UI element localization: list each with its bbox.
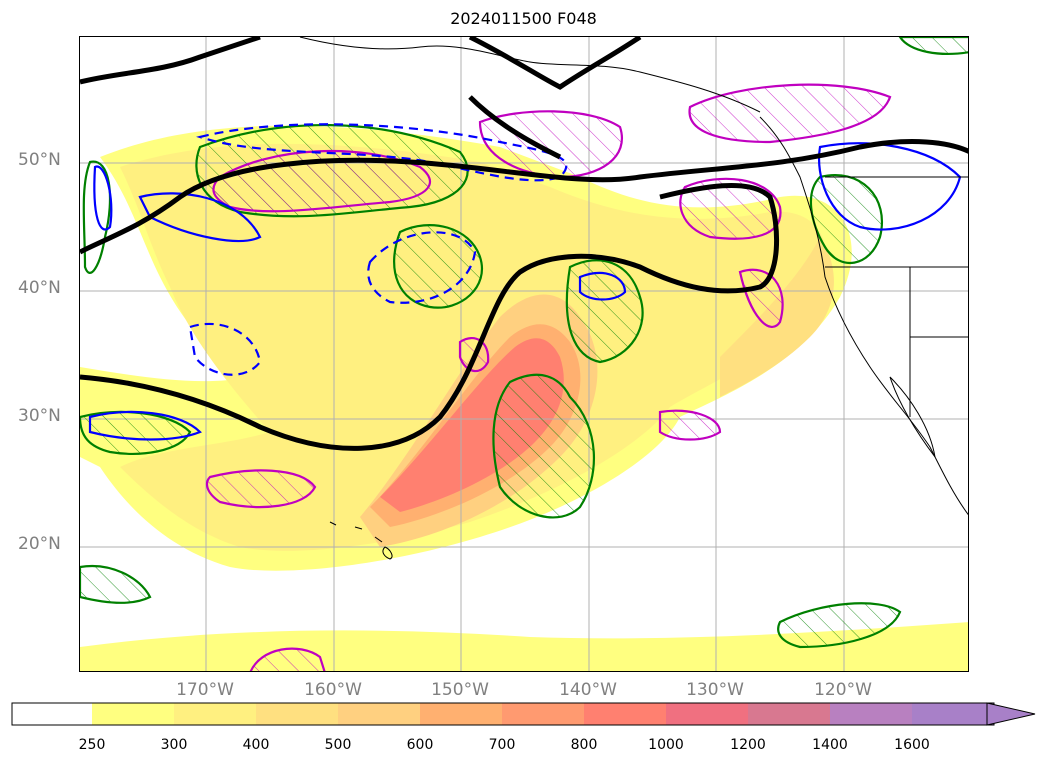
baja [889,376,936,458]
colorbar-label-700: 700 [488,737,516,753]
magenta-area-ak [478,110,623,179]
state-borders [825,176,968,417]
blue-solid-west [138,192,262,243]
lat-label-40n: 40°N [18,278,61,298]
colorbar-cell-3 [256,703,338,725]
magenta-area-east [658,409,722,441]
alaska-coast [299,37,761,113]
lat-label-30n: 30°N [18,406,61,426]
map-canvas [80,37,968,671]
colorbar-label-800: 800 [570,737,598,753]
colorbar-label-1600: 1600 [894,737,930,753]
colorbar-cell-6 [502,703,584,725]
blue-dashed-mid [367,231,477,304]
magenta-area-gulf [688,83,892,144]
magenta-area-subtropic [205,469,317,509]
blue-contours [88,123,962,441]
magenta-contours [205,83,892,671]
blue-solid-pnw [818,142,962,231]
lon-label-150w: 150°W [431,680,489,700]
lon-label-140w: 140°W [559,680,617,700]
colorbar-cell-7 [584,703,666,725]
lat-label-20n: 20°N [18,534,61,554]
colorbar-cell-8 [666,703,748,725]
lon-label-120w: 120°W [814,680,872,700]
green-area-se [777,602,902,649]
blue-solid-east [578,272,627,301]
graticule [80,37,968,671]
magenta-area-pnw [679,177,782,240]
height-contour-trough [80,183,779,451]
colorbar-cells [11,702,995,726]
height-contour-ak [468,37,642,90]
colorbar-cell-5 [420,703,502,725]
colorbar-extend-arrow [986,702,1036,726]
green-area-far-west [82,160,112,274]
green-area-top-right [898,37,968,55]
colorbar-label-400: 400 [242,737,270,753]
height-contour-gulf [468,95,562,160]
magenta-area-ne [738,268,784,328]
lat-label-50n: 50°N [18,150,61,170]
magenta-area-south [249,647,326,671]
map-panel [79,36,969,672]
colorbar-label-300: 300 [160,737,188,753]
coastlines [299,37,968,560]
blue-solid-far-west [93,165,113,231]
colorbar-cell-2 [174,703,256,725]
height-contour-main [80,139,968,255]
lon-label-160w: 160°W [304,680,362,700]
colorbar-cell-4 [338,703,420,725]
colorbar-label-1400: 1400 [812,737,848,753]
hawaii [329,521,393,560]
colorbar-label-1200: 1200 [730,737,766,753]
chart-title: 2024011500 F048 [450,9,597,28]
colorbar-cell-11 [912,703,994,725]
height-contour-north [80,37,261,85]
colorbar-label-250: 250 [78,737,106,753]
colorbar-label-1000: 1000 [648,737,684,753]
green-area-mid [393,224,483,309]
green-area-sw [80,564,152,604]
green-area-central [492,373,595,519]
colorbar-cell-9 [748,703,830,725]
colorbar-cell-10 [830,703,912,725]
north-america-coast [759,116,968,516]
lon-label-170w: 170°W [176,680,234,700]
colorbar-cell-0 [12,703,92,725]
colorbar-cell-1 [92,703,174,725]
height-contours [80,37,968,451]
colorbar-label-500: 500 [324,737,352,753]
lon-label-130w: 130°W [686,680,744,700]
blue-solid-sw [88,410,202,441]
colorbar-label-600: 600 [406,737,434,753]
colorbar [11,702,1036,726]
